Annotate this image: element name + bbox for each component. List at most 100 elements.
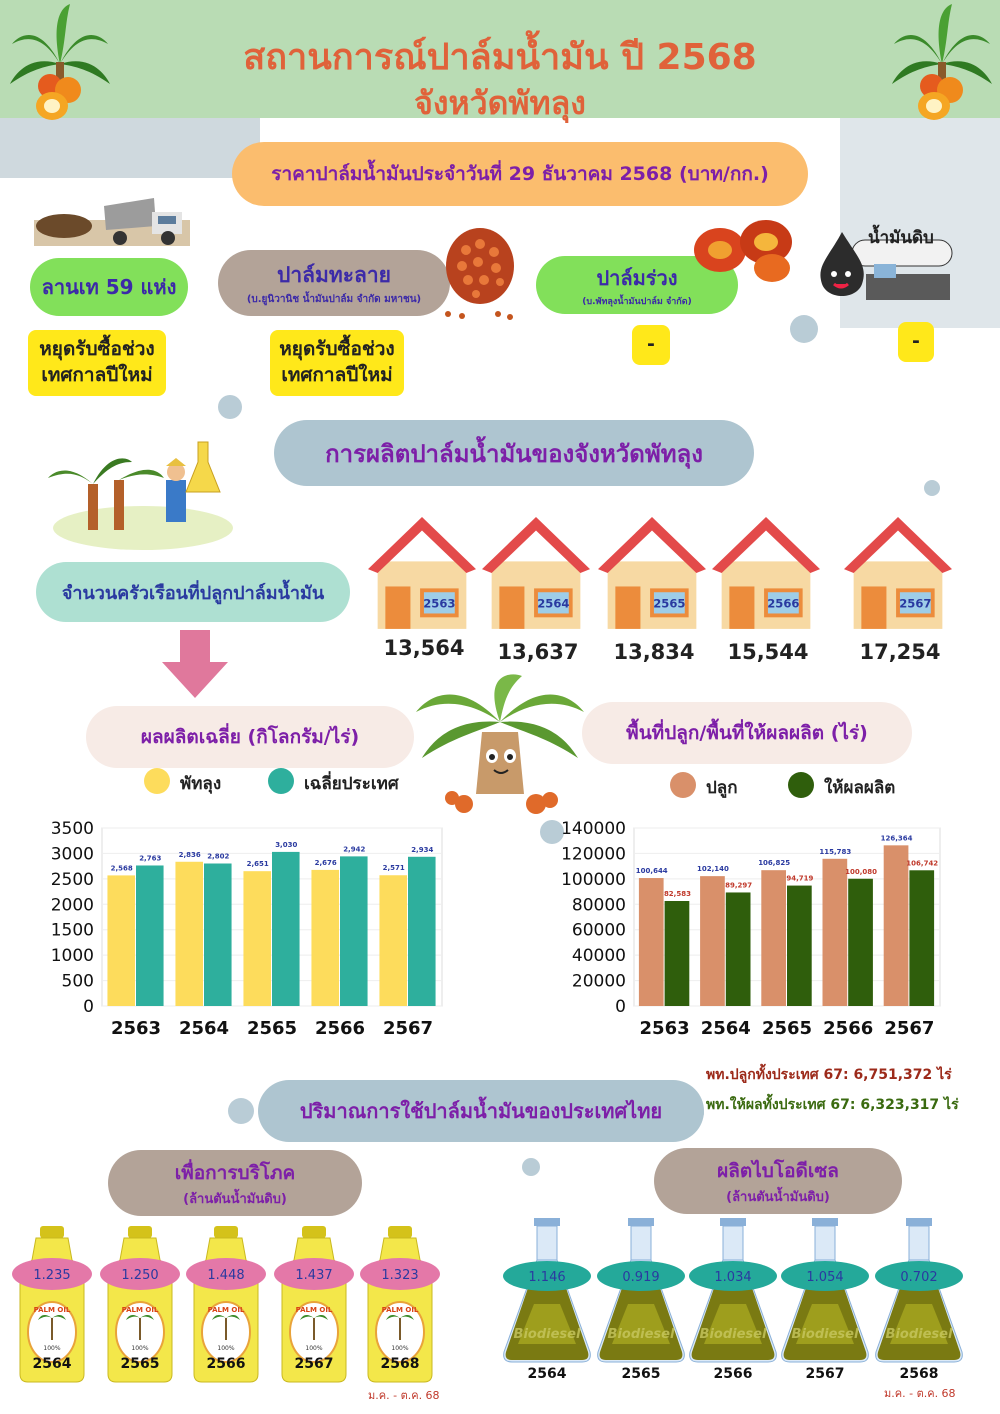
bar-data-label: 89,297 [725,881,752,889]
yard-status: หยุดรับซื้อช่วงเทศกาลปีใหม่ [28,330,166,396]
loose-sub-text: (บ.พัทลุงน้ำมันปาล์ม จำกัด) [582,297,692,307]
bar-data-label: 106,742 [906,859,938,867]
bar [638,878,664,1006]
house-icon: 2565 [598,517,706,629]
loose-status: - [632,325,670,365]
bar [311,869,339,1006]
y-tick-label: 40000 [572,946,626,966]
thalay-label: ปาล์มทะลาย (บ.ยูนิวานิช น้ำมันปาล์ม จำกั… [218,250,450,316]
legend-phatthalung: พัทลุง [180,774,222,794]
biodiesel-year: 2568 [900,1366,939,1382]
x-tick-label: 2563 [111,1018,161,1039]
production-banner: การผลิตปาล์มน้ำมันของจังหวัดพัทลุง [274,420,754,486]
biodiesel-note: ม.ค. - ต.ค. 68 [884,1387,956,1400]
bar [107,875,135,1006]
legend-harvested: ให้ผลผลิต [824,778,896,798]
y-tick-label: 2000 [51,895,94,915]
flask-label-text: Biodiesel [700,1327,767,1342]
palm-fruit-tree-icon [892,4,992,120]
palm-oil-bottle-icon: 1.448 PALM OIL 100% 2566 [186,1226,266,1383]
legend-swatch-harvested [788,772,814,798]
area-chart-title-text: พื้นที่ปลูก/พื้นที่ให้ผลผลิต (ไร่) [626,722,868,744]
y-tick-label: 2500 [51,870,94,890]
households-label-text: จำนวนครัวเรือนที่ปลูกปาล์มน้ำมัน [61,582,325,604]
bar-data-label: 2,934 [411,846,433,854]
page-subtitle: จังหวัดพัทลุง [414,84,586,122]
decor-dot [924,480,940,496]
consumption-value: 1.437 [295,1268,332,1283]
biodiesel-unit-text: (ล้านตันน้ำมันดิบ) [726,1189,830,1205]
yard-label-text: ลานเท 59 แห่ง [41,275,177,299]
production-banner-text: การผลิตปาล์มน้ำมันของจังหวัดพัทลุง [325,439,703,468]
yield-bar-chart: 0 500 1000 1500 2000 2500 3000 3500 2,568 2,763 25… [51,819,443,1039]
biodiesel-year: 2565 [622,1366,661,1382]
x-tick-label: 2564 [701,1018,751,1039]
bar [848,878,873,1006]
bar-data-label: 2,651 [247,860,269,868]
decor-dot [522,1158,540,1176]
legend-national: เฉลี่ยประเทศ [304,774,399,794]
household-count: 17,254 [859,640,941,664]
bar-data-label: 2,763 [139,854,161,862]
bar-data-label: 2,571 [383,864,405,872]
y-tick-label: 1000 [51,946,94,966]
legend-swatch-phatthalung [144,768,170,794]
y-tick-label: 3500 [51,819,94,839]
thalay-sub-text: (บ.ยูนิวานิช น้ำมันปาล์ม จำกัด มหาชน) [246,294,422,305]
usage-banner: ปริมาณการใช้ปาล์มน้ำมันของประเทศไทย [258,1080,704,1142]
biodiesel-year: 2567 [806,1366,845,1382]
usage-banner-text: ปริมาณการใช้ปาล์มน้ำมันของประเทศไทย [299,1099,663,1123]
palm-tree-mascot-icon [416,674,584,814]
x-tick-label: 2565 [762,1018,812,1039]
bar-data-label: 2,676 [315,859,337,867]
consumption-value: 1.250 [121,1268,158,1283]
biodiesel-flask-icon: 1.034 Biodiesel 2566 [689,1218,777,1382]
down-arrow-icon [162,630,228,698]
flask-label-text: Biodiesel [514,1327,581,1342]
palm-fruit-tree-icon [10,4,110,120]
house-year: 2564 [537,597,569,611]
household-count: 13,637 [497,640,579,664]
page-title: สถานการณ์ปาล์มน้ำมัน ปี 2568 [243,37,757,78]
palm-oil-bottle-icon: 1.437 PALM OIL 100% 2567 [274,1226,354,1383]
bar-data-label: 2,942 [343,845,365,853]
household-count: 13,564 [383,636,465,660]
bar [175,861,203,1006]
area-bar-chart: 0 20000 40000 60000 80000 100000 120000 140000 1… [561,819,941,1039]
biodiesel-year: 2566 [714,1366,753,1382]
house-year: 2563 [423,597,455,611]
consumption-year: 2567 [295,1356,334,1372]
price-banner: ราคาปาล์มน้ำมันประจำวันที่ 29 ธันวาคม 25… [232,142,808,206]
crude-oil-icon [820,232,953,300]
crude-status: - [898,322,934,362]
consumption-value: 1.323 [381,1268,418,1283]
bar [379,875,407,1006]
bar-data-label: 106,825 [758,859,790,867]
bar-data-label: 126,364 [881,834,913,842]
bottle-percent-text: 100% [305,1345,322,1352]
house-year: 2566 [767,597,799,611]
bottle-brand-text: PALM OIL [382,1306,419,1314]
bar [272,851,300,1006]
bar [204,863,232,1006]
bottle-brand-text: PALM OIL [122,1306,159,1314]
bar-data-label: 94,719 [786,875,813,883]
thalay-status: หยุดรับซื้อช่วงเทศกาลปีใหม่ [270,330,404,396]
consumption-unit-text: (ล้านตันน้ำมันดิบ) [183,1191,287,1207]
legend-swatch-national [268,768,294,794]
house-icon: 2566 [712,517,820,629]
crude-oil-label: น้ำมันดิบ [868,228,934,248]
consumption-year: 2564 [33,1356,72,1372]
bottle-percent-text: 100% [391,1345,408,1352]
consumption-title: เพื่อการบริโภค (ล้านตันน้ำมันดิบ) [108,1150,362,1216]
bar [340,856,368,1006]
country-harvested-note: พท.ให้ผลทั้งประเทศ 67: 6,323,317 ไร่ [706,1097,959,1113]
biodiesel-flask-icon: 1.054 Biodiesel 2567 [781,1218,869,1382]
house-icon: 2567 [844,517,952,629]
x-tick-label: 2563 [640,1018,690,1039]
biodiesel-flask-icon: 1.146 Biodiesel 2564 [503,1218,591,1382]
y-tick-label: 20000 [572,972,626,992]
bar [664,901,690,1006]
bar [909,870,935,1006]
thalay-status-text: หยุดรับซื้อช่วงเทศกาลปีใหม่ [279,338,395,386]
